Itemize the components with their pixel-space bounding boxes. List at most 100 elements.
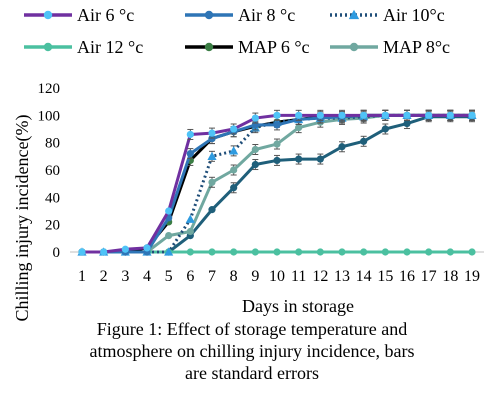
series-6	[78, 109, 476, 256]
data-point	[100, 248, 108, 256]
data-point	[360, 111, 368, 119]
data-point	[186, 248, 194, 256]
y-axis-label: Chilling injury incidence(%)	[12, 115, 33, 322]
y-tick-label: 0	[53, 245, 61, 261]
x-tick-label: 8	[230, 268, 238, 285]
legend-label: Air 6 °c	[77, 5, 134, 25]
data-point	[360, 248, 368, 256]
x-tick-label: 6	[186, 268, 194, 285]
series-group	[77, 109, 477, 256]
data-point	[316, 111, 324, 119]
data-point	[295, 111, 303, 119]
legend-label: Air 10°c	[383, 5, 445, 25]
figure-caption: Figure 1: Effect of storage temperature …	[0, 318, 504, 384]
data-point	[446, 248, 454, 256]
y-tick-label: 60	[45, 163, 60, 179]
data-point	[165, 232, 173, 240]
data-point	[381, 248, 389, 256]
x-tick-label: 1	[78, 268, 86, 285]
data-point	[403, 248, 411, 256]
data-point	[230, 248, 238, 256]
data-point	[446, 111, 454, 119]
data-point	[338, 143, 346, 151]
data-point	[78, 248, 86, 256]
y-tick-label: 120	[38, 81, 61, 97]
legend-item: Air 8 °c	[185, 5, 295, 25]
legend-item: Air 6 °c	[24, 5, 134, 25]
x-tick-label: 19	[464, 268, 480, 285]
data-point	[143, 244, 151, 252]
data-point	[185, 214, 195, 223]
data-point	[186, 150, 194, 158]
x-tick-label: 14	[356, 268, 372, 285]
x-tick-label: 15	[377, 268, 393, 285]
legend-label: MAP 8°c	[383, 37, 450, 57]
data-point	[349, 42, 359, 52]
x-tick-label: 5	[165, 268, 173, 285]
data-point	[273, 111, 281, 119]
data-point	[338, 111, 346, 119]
x-tick-label: 17	[421, 268, 437, 285]
data-point	[208, 178, 216, 186]
series-1	[78, 109, 476, 256]
x-tick-label: 3	[121, 268, 129, 285]
data-point	[230, 184, 238, 192]
data-point	[295, 155, 303, 163]
data-point	[186, 227, 194, 236]
data-point	[273, 121, 281, 129]
x-axis-ticks: 1 2 3 4 5 6 7 8 9 10 11 12 13 14 15 16 17 18 19	[78, 268, 480, 285]
legend-label: Air 12 °c	[77, 37, 143, 57]
data-point	[316, 248, 324, 256]
data-point	[230, 125, 238, 133]
data-point	[316, 155, 324, 163]
data-point	[348, 9, 360, 20]
data-point	[186, 130, 194, 139]
data-point	[338, 248, 346, 256]
series-5	[78, 109, 476, 256]
data-point	[273, 140, 281, 148]
data-point	[468, 248, 476, 256]
data-point	[273, 248, 281, 256]
data-point	[230, 166, 238, 174]
data-point	[121, 245, 129, 253]
series-line	[82, 113, 472, 254]
caption-line-2: atmosphere on chilling injury incidence,…	[89, 341, 415, 361]
series-7	[78, 111, 476, 256]
data-point	[43, 10, 53, 20]
data-point	[381, 111, 389, 119]
x-tick-label: 7	[208, 268, 216, 285]
series-2	[78, 109, 476, 256]
legend-item: MAP 8°c	[330, 37, 450, 57]
data-point	[208, 129, 216, 137]
legend-item: Air 10°c	[330, 5, 445, 25]
data-point	[251, 145, 259, 154]
y-tick-label: 100	[38, 108, 61, 124]
x-tick-label: 18	[442, 268, 458, 285]
data-point	[204, 42, 214, 52]
x-tick-label: 12	[312, 268, 328, 285]
data-point	[381, 125, 389, 133]
x-tick-label: 16	[399, 268, 415, 285]
data-point	[43, 42, 53, 52]
data-point	[273, 156, 281, 165]
x-tick-label: 11	[291, 268, 306, 285]
x-tick-label: 13	[334, 268, 350, 285]
series-line	[82, 115, 472, 254]
data-point	[360, 137, 368, 145]
data-point	[204, 10, 214, 20]
series-line	[82, 113, 472, 254]
caption-line-3: are standard errors	[185, 363, 319, 383]
y-tick-label: 80	[45, 136, 60, 152]
data-point	[164, 247, 174, 256]
legend-label: Air 8 °c	[238, 5, 295, 25]
data-point	[251, 114, 259, 122]
series-line	[82, 113, 472, 254]
legend-item: Air 12 °c	[24, 37, 143, 57]
data-point	[403, 119, 411, 128]
data-point	[207, 151, 217, 161]
data-point	[295, 124, 303, 132]
y-tick-label: 20	[45, 218, 60, 234]
x-axis-label: Days in storage	[242, 296, 354, 316]
